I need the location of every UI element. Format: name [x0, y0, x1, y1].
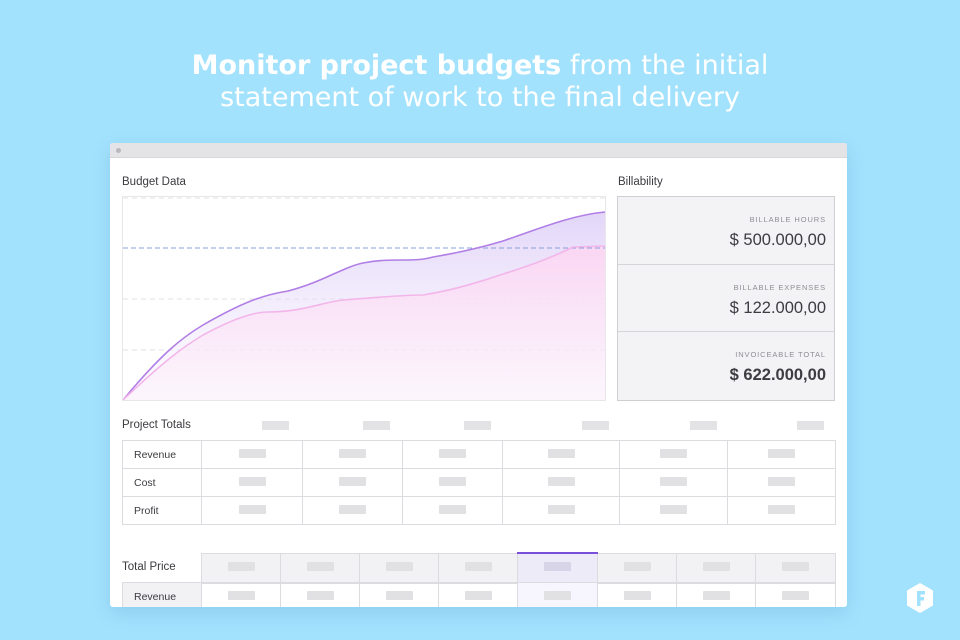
cell-placeholder	[227, 590, 255, 600]
header-placeholder	[582, 421, 609, 430]
cell-placeholder	[623, 590, 651, 600]
project-totals-table: Revenue Cost Profit	[122, 440, 836, 525]
header-placeholder	[262, 421, 289, 430]
table-row[interactable]: Revenue	[122, 440, 836, 469]
header-placeholder	[797, 421, 824, 430]
column-header-placeholder	[623, 562, 651, 571]
total-price-title: Total Price	[122, 561, 176, 573]
cell-placeholder	[544, 590, 571, 600]
billable-hours-value: $ 500.000,00	[729, 231, 826, 249]
table-row[interactable]: Cost	[122, 468, 836, 497]
budget-data-title: Budget Data	[122, 176, 186, 188]
budget-chart-svg	[123, 197, 605, 400]
column-header-placeholder	[385, 562, 413, 571]
headline-line2: statement of work to the final delivery	[220, 82, 740, 113]
column-header-placeholder	[306, 562, 334, 571]
invoiceable-total-label: INVOICEABLE TOTAL	[735, 350, 826, 359]
cell-placeholder	[238, 476, 266, 486]
cell-placeholder	[660, 476, 687, 486]
billable-expenses-value: $ 122.000,00	[729, 299, 826, 317]
cell-placeholder	[660, 504, 687, 514]
invoiceable-total-cell: INVOICEABLE TOTAL $ 622.000,00	[618, 332, 834, 400]
column-header-placeholder	[464, 562, 492, 571]
cell-placeholder	[547, 448, 575, 458]
cell-placeholder	[439, 476, 466, 486]
billable-expenses-label: BILLABLE EXPENSES	[733, 283, 826, 292]
brand-logo-icon	[907, 583, 933, 613]
billable-hours-cell: BILLABLE HOURS $ 500.000,00	[618, 197, 834, 265]
cell-placeholder	[464, 590, 492, 600]
pink-series-line	[123, 245, 605, 400]
invoiceable-total-value: $ 622.000,00	[729, 366, 826, 384]
cell-placeholder	[547, 476, 575, 486]
cell-placeholder	[547, 504, 575, 514]
table-row[interactable]: Profit	[122, 496, 836, 525]
column-header-placeholder	[544, 562, 571, 572]
total-price-header-table	[201, 552, 836, 584]
row-label-profit: Profit	[122, 496, 202, 525]
cell-placeholder	[339, 504, 366, 514]
cell-placeholder	[439, 504, 466, 514]
billable-hours-label: BILLABLE HOURS	[749, 215, 826, 224]
row-label-total-revenue: Revenue	[122, 582, 202, 607]
selected-column-header[interactable]	[517, 552, 598, 584]
billability-panel: BILLABLE HOURS $ 500.000,00 BILLABLE EXP…	[617, 196, 835, 401]
table-row[interactable]: Revenue	[122, 582, 836, 607]
column-header-placeholder	[227, 562, 255, 571]
total-price-header-row	[201, 552, 836, 584]
column-header-placeholder	[702, 562, 730, 571]
cell-placeholder	[768, 448, 795, 458]
header-placeholder	[363, 421, 390, 430]
purple-series-line	[123, 211, 605, 400]
cell-placeholder	[768, 504, 795, 514]
cell-placeholder	[782, 590, 809, 600]
app-window: Budget Data Billability	[110, 143, 847, 607]
cell-placeholder	[339, 476, 366, 486]
cell-placeholder	[768, 476, 795, 486]
billability-title: Billability	[618, 176, 663, 188]
cell-placeholder	[238, 448, 266, 458]
headline-rest: from the initial	[561, 50, 769, 81]
budget-chart	[122, 196, 606, 401]
cell-placeholder	[660, 448, 687, 458]
window-dot-icon[interactable]	[116, 148, 121, 153]
cell-placeholder	[238, 504, 266, 514]
column-header-placeholder	[782, 562, 809, 571]
headline-bold: Monitor project budgets	[191, 50, 562, 81]
cell-placeholder	[339, 448, 366, 458]
cell-placeholder	[439, 448, 466, 458]
pink-area	[123, 246, 605, 400]
cell-placeholder	[306, 590, 334, 600]
project-totals-title: Project Totals	[122, 419, 191, 431]
total-price-table: Revenue	[122, 582, 836, 607]
row-label-cost: Cost	[122, 468, 202, 497]
window-titlebar	[110, 143, 847, 158]
cell-placeholder	[385, 590, 413, 600]
header-placeholder	[464, 421, 491, 430]
billable-expenses-cell: BILLABLE EXPENSES $ 122.000,00	[618, 265, 834, 332]
header-placeholder	[690, 421, 717, 430]
row-label-revenue: Revenue	[122, 440, 202, 469]
headline: Monitor project budgets from the initial…	[0, 50, 960, 114]
cell-placeholder	[702, 590, 730, 600]
